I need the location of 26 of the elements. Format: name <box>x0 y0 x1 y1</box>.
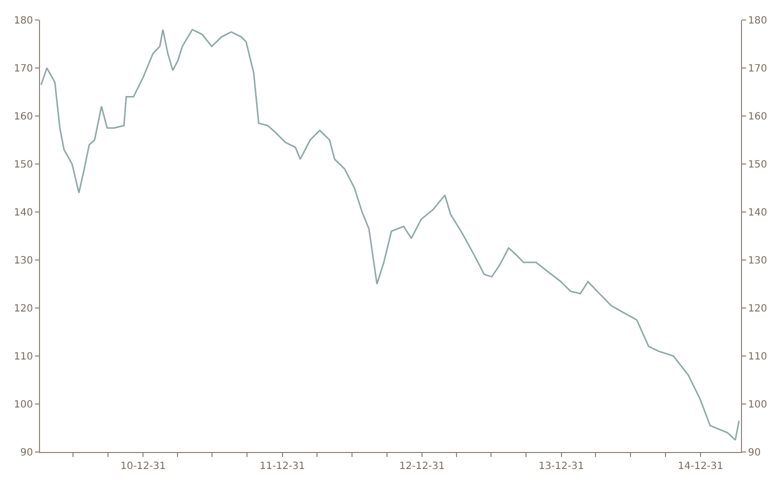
y2-tick-label: 140 <box>748 208 768 218</box>
y-tick-label: 130 <box>14 256 33 266</box>
y2-tick-label: 110 <box>748 352 768 362</box>
y-tick-label: 150 <box>14 160 33 170</box>
x-tick-label: 10-12-31 <box>120 461 166 472</box>
y-tick-label: 170 <box>14 64 33 74</box>
y2-tick-label: 170 <box>748 64 768 74</box>
y2-tick-label: 180 <box>748 16 768 26</box>
y-tick-label: 140 <box>14 208 33 218</box>
y-tick-label: 120 <box>14 304 33 314</box>
y-tick-label: 90 <box>20 448 33 458</box>
x-tick-label: 12-12-31 <box>399 461 445 472</box>
y2-tick-label: 150 <box>748 160 768 170</box>
x-tick-label: 11-12-31 <box>260 461 306 472</box>
y-tick-label: 100 <box>14 400 33 410</box>
y-tick-label: 160 <box>14 112 33 122</box>
y-tick-label: 180 <box>14 16 33 26</box>
y2-tick-label: 160 <box>748 112 768 122</box>
x-tick-label: 13-12-31 <box>538 461 584 472</box>
x-tick-label: 14-12-31 <box>678 461 724 472</box>
y2-tick-label: 130 <box>748 256 768 266</box>
y2-tick-label: 120 <box>748 304 768 314</box>
y-tick-label: 110 <box>14 352 33 362</box>
y2-tick-label: 90 <box>748 448 761 458</box>
y2-tick-label: 100 <box>748 400 768 410</box>
line-series <box>40 28 740 441</box>
